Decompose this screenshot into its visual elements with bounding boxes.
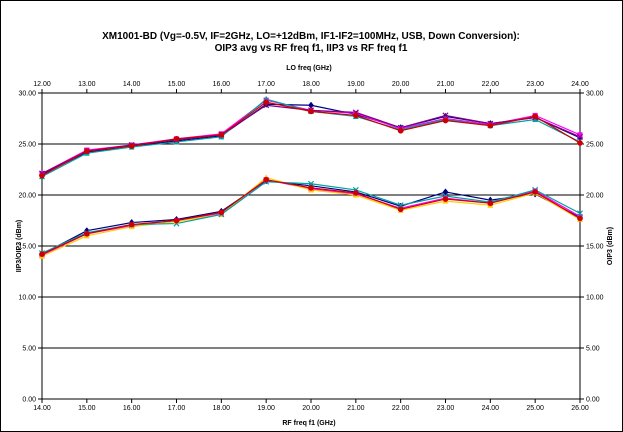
data-point [576, 210, 584, 217]
y-tick-label: 25.00 [18, 142, 36, 149]
data-point [352, 112, 359, 119]
data-point [263, 99, 270, 106]
top-axis-label: LO freq (GHz) [286, 65, 332, 72]
data-point [397, 202, 404, 209]
x-tick-label: 26.00 [571, 405, 589, 412]
x2-tick-label: 23.00 [526, 81, 544, 88]
data-point [218, 131, 225, 138]
x-tick-label: 25.00 [526, 405, 544, 412]
data-point [577, 140, 583, 146]
data-point [532, 113, 539, 120]
data-point [83, 230, 90, 237]
data-point [308, 101, 314, 109]
x-tick-label: 17.00 [168, 405, 186, 412]
y2-tick-label: 10.00 [586, 295, 604, 302]
y2-tick-label: 30.00 [586, 91, 604, 98]
series-9 [41, 181, 581, 254]
data-point [442, 112, 449, 119]
x2-tick-label: 22.00 [482, 81, 500, 88]
data-point [442, 188, 449, 196]
x2-tick-label: 19.00 [347, 81, 365, 88]
data-point [128, 143, 135, 149]
x-tick-label: 20.00 [302, 405, 320, 412]
data-point [308, 185, 314, 191]
data-point [532, 189, 539, 195]
data-point-stroke [576, 210, 584, 217]
data-point [487, 122, 494, 129]
y2-tick-label: 20.00 [586, 193, 604, 200]
series-1 [41, 103, 581, 176]
data-point [173, 136, 180, 142]
data-point [442, 196, 449, 202]
data-point [397, 127, 404, 134]
data-point [576, 133, 584, 140]
y-tick-label: 5.00 [22, 346, 36, 353]
y2-tick-label: 0.00 [586, 397, 600, 404]
x2-tick-label: 20.00 [392, 81, 410, 88]
x2-tick-label: 13.00 [78, 81, 96, 88]
data-point [577, 215, 583, 222]
data-point [39, 251, 45, 258]
x2-tick-label: 18.00 [302, 81, 320, 88]
x2-tick-label: 17.00 [257, 81, 275, 88]
data-point [307, 180, 315, 187]
data-point [173, 217, 180, 224]
data-point [442, 117, 449, 124]
bottom-axis-label: RF freq f1 (GHz) [282, 420, 335, 427]
y2-tick-label: 5.00 [586, 346, 600, 353]
data-point-stroke [307, 180, 315, 187]
x2-tick-label: 21.00 [437, 81, 455, 88]
data-point-stroke [442, 112, 449, 119]
data-point [263, 176, 270, 183]
data-point-stroke [576, 133, 584, 140]
chart-title: XM1001-BD (Vg=-0.5V, IF=2GHz, LO=+12dBm,… [102, 31, 520, 42]
data-point [218, 209, 225, 216]
x-tick-label: 18.00 [213, 405, 231, 412]
data-point [308, 108, 314, 115]
data-point [83, 148, 90, 154]
chart-subtitle: OIP3 avg vs RF freq f1, IIP3 vs RF freq … [215, 43, 408, 54]
data-point-stroke [397, 202, 404, 209]
y-tick-label: 30.00 [18, 91, 36, 98]
x-tick-label: 14.00 [33, 405, 51, 412]
y-tick-label: 20.00 [18, 193, 36, 200]
right-axis-label: OIP3 (dBm) [607, 227, 614, 265]
data-point [39, 172, 45, 179]
x2-tick-label: 15.00 [168, 81, 186, 88]
x-tick-label: 21.00 [347, 405, 365, 412]
data-point [352, 190, 359, 196]
y-tick-label: 15.00 [18, 244, 36, 251]
data-point [487, 200, 494, 207]
x-tick-label: 15.00 [78, 405, 96, 412]
series-line [41, 103, 581, 176]
data-point [397, 206, 404, 213]
y2-tick-label: 15.00 [586, 244, 604, 251]
x-tick-label: 23.00 [437, 405, 455, 412]
series-line [41, 104, 581, 175]
x-tick-label: 22.00 [392, 405, 410, 412]
x2-tick-label: 12.00 [33, 81, 51, 88]
y-tick-label: 10.00 [18, 295, 36, 302]
x2-tick-label: 24.00 [571, 81, 589, 88]
series-line [41, 181, 581, 254]
x-tick-label: 19.00 [257, 405, 275, 412]
x2-tick-label: 16.00 [213, 81, 231, 88]
x-tick-label: 16.00 [123, 405, 141, 412]
data-point [128, 221, 135, 228]
y-tick-label: 0.00 [22, 397, 36, 404]
series-4 [41, 104, 581, 175]
left-axis-label: IIP3/OIP3 (dBm) [16, 220, 23, 273]
x-tick-label: 24.00 [482, 405, 500, 412]
y2-tick-label: 25.00 [586, 142, 604, 149]
x2-tick-label: 14.00 [123, 81, 141, 88]
